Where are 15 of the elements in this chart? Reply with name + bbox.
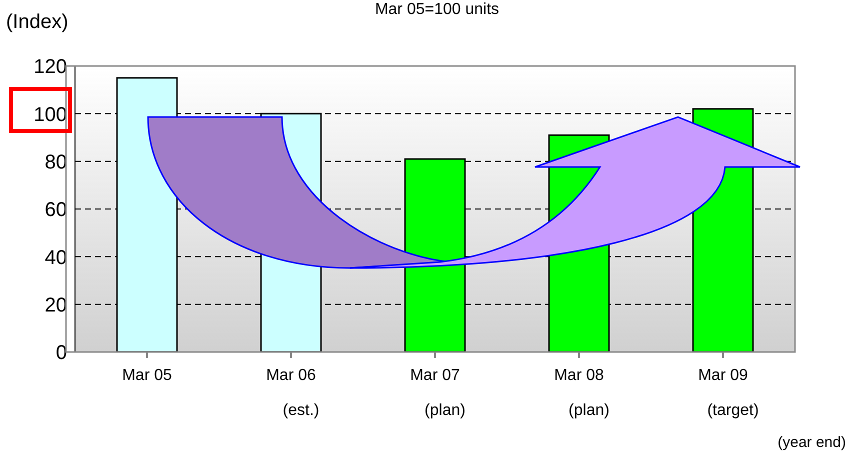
text: (year end)	[778, 434, 846, 451]
y-tick-label: 0	[56, 342, 67, 364]
y-tick-label: 40	[44, 246, 67, 269]
x-tick-label: Mar 07 (plan)	[410, 367, 466, 419]
y-axis-title: (Index)	[6, 11, 68, 33]
y-tick-label: 120	[34, 56, 67, 78]
x-tick-label: Mar 08 (plan)	[554, 367, 610, 419]
y-tick-label: 60	[44, 199, 67, 222]
chart-title: Mar 05=100 units	[374, 1, 500, 18]
x-tick-label: Mar 09 (target)	[698, 367, 759, 419]
y-tick-label: 80	[44, 151, 67, 174]
x-tick-label: Mar 06 (est.)	[266, 367, 320, 419]
y-tick-label: 100	[34, 104, 67, 126]
x-tick-label: Mar 05	[122, 367, 172, 384]
y-tick-label: 20	[44, 294, 67, 316]
